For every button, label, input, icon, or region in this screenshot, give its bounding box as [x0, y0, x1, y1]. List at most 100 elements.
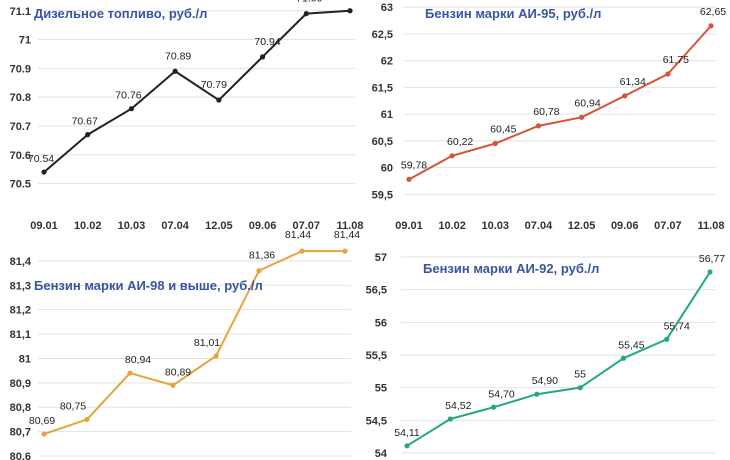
data-label: 81,01: [194, 337, 220, 349]
data-label: 70.67: [72, 116, 98, 128]
y-tick-label: 56,5: [366, 285, 387, 297]
y-tick-label: 55: [375, 383, 387, 395]
chart-panel-0: 70.5 70.6 70.7 70.8 70.9 71 71.1 09.01 10.02 10.0…: [10, 0, 367, 232]
series-line: [408, 25, 712, 181]
data-label: 61,34: [620, 76, 646, 88]
y-tick-label: 70.6: [10, 150, 31, 162]
data-point: [708, 23, 714, 29]
y-tick-label: 57: [375, 252, 387, 264]
data-label: 54,52: [445, 400, 471, 412]
data-point: [213, 353, 219, 359]
chart-panel-2: 80,6 80,7 80,8 80,9 81 81,1 81,2 81,3 81,4 80,69 8…: [10, 229, 361, 460]
y-tick-label: 54: [375, 448, 388, 460]
x-tick-label: 09.06: [611, 220, 639, 232]
y-tick-label: 70.9: [10, 63, 31, 75]
data-label: 81,36: [249, 250, 275, 262]
data-label: 54,70: [488, 388, 514, 400]
data-label: 81,44: [334, 229, 360, 241]
data-point: [303, 11, 309, 17]
chart-title: Бензин марки АИ-95, руб./л: [425, 6, 601, 21]
x-tick-label: 09.06: [249, 220, 277, 232]
chart-title: Бензин марки АИ-92, руб./л: [423, 261, 599, 276]
y-tick-label: 80,9: [10, 378, 31, 390]
chart-panel-1: 59,5 60 60,5 61 61,5 62 62,5 63 09.01 10.02 10.03 0…: [372, 2, 727, 232]
y-tick-label: 70.8: [10, 92, 31, 104]
data-point: [707, 269, 713, 275]
data-label: 62,65: [700, 6, 726, 18]
y-tick-label: 60: [381, 163, 393, 175]
x-tick-label: 07.07: [654, 220, 682, 232]
y-tick-label: 81,2: [10, 305, 31, 317]
y-tick-label: 81: [19, 353, 31, 365]
data-point: [256, 268, 262, 274]
x-tick-label: 12.05: [568, 220, 596, 232]
data-point: [342, 248, 348, 254]
y-tick-label: 56: [375, 317, 387, 329]
data-label: 80,69: [29, 415, 55, 427]
data-point: [406, 176, 412, 182]
y-tick-label: 81,1: [10, 329, 31, 341]
data-label: 81,44: [285, 229, 311, 241]
x-tick-label: 10.03: [118, 220, 146, 232]
y-tick-label: 60,5: [372, 136, 393, 148]
data-label: 80,89: [165, 366, 191, 378]
data-point: [447, 416, 453, 422]
x-tick-label: 11.08: [698, 220, 725, 232]
chart-title: Бензин марки АИ-98 и выше, руб./л: [34, 278, 263, 293]
data-label: 70.94: [254, 36, 280, 48]
data-point: [492, 140, 498, 147]
y-tick-label: 80,6: [10, 451, 31, 460]
y-tick-label: 81,4: [10, 256, 32, 268]
data-label: 56,77: [699, 253, 725, 265]
data-point: [535, 123, 542, 129]
data-label: 54,11: [394, 427, 420, 439]
data-label: 55,74: [664, 320, 690, 332]
data-label: 61,75: [663, 54, 689, 66]
y-tick-label: 61: [381, 109, 393, 121]
data-label: 54,90: [532, 375, 558, 387]
data-point: [490, 404, 497, 410]
data-label: 70.89: [165, 50, 191, 62]
data-label: 60,78: [533, 106, 559, 118]
data-point: [622, 93, 628, 99]
data-point: [259, 54, 266, 60]
data-label: 71.10: [340, 0, 366, 2]
x-tick-label: 07.04: [525, 220, 553, 232]
y-tick-label: 61,5: [372, 82, 393, 94]
data-point: [534, 391, 540, 397]
x-tick-label: 10.02: [438, 220, 466, 232]
y-tick-label: 59,5: [372, 189, 393, 201]
data-label: 59,78: [401, 159, 427, 171]
y-tick-label: 80,7: [10, 427, 31, 439]
series-line: [406, 271, 711, 447]
y-tick-label: 55,5: [366, 350, 387, 362]
data-point: [404, 443, 410, 449]
y-tick-label: 54,5: [366, 415, 387, 427]
data-label: 70.54: [28, 153, 54, 165]
x-tick-label: 12.05: [205, 220, 233, 232]
y-tick-label: 62,5: [372, 29, 393, 41]
data-point: [128, 106, 135, 112]
data-point: [216, 97, 222, 103]
data-label: 71.09: [296, 0, 322, 5]
y-tick-label: 71: [19, 35, 31, 47]
data-point: [172, 68, 178, 74]
series-line: [43, 9, 351, 173]
y-tick-label: 70.7: [10, 121, 31, 133]
data-label: 60,94: [574, 97, 600, 109]
data-point: [299, 248, 305, 254]
data-label: 55: [574, 369, 586, 381]
data-point: [620, 355, 627, 361]
x-tick-label: 11.08: [337, 220, 364, 232]
data-label: 80,94: [125, 354, 151, 366]
data-point: [85, 132, 91, 138]
y-tick-label: 81,3: [10, 280, 31, 292]
data-point: [170, 382, 176, 388]
series-line: [43, 250, 345, 435]
data-label: 80,75: [60, 400, 86, 412]
data-label: 60,22: [447, 136, 473, 148]
x-tick-label: 07.04: [161, 220, 189, 232]
data-label: 55,45: [618, 339, 644, 351]
x-tick-label: 10.03: [482, 220, 510, 232]
